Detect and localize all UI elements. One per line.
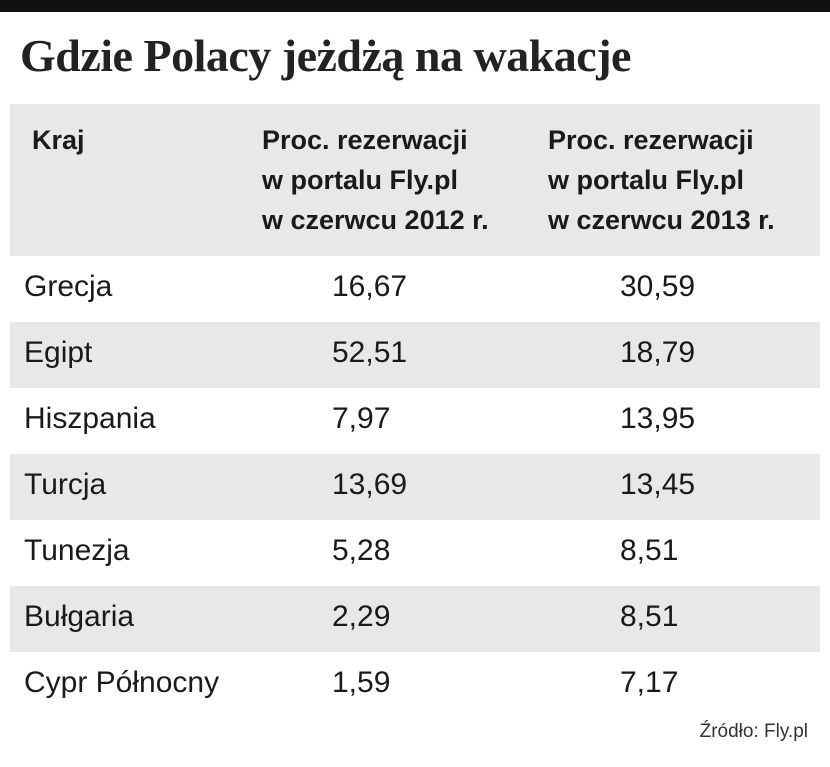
value-2012-cell: 13,69	[332, 468, 408, 501]
table-header: Kraj Proc. rezerwacji w portalu Fly.pl w…	[10, 104, 820, 256]
value-2012-cell: 5,28	[332, 534, 391, 567]
value-2012-cell: 16,67	[332, 270, 408, 303]
table-row: Grecja 16,67 30,59	[10, 256, 820, 322]
table-body: Grecja 16,67 30,59 Egipt 52,51 18,79 His…	[10, 256, 820, 718]
column-header-2012: Proc. rezerwacji w portalu Fly.pl w czer…	[262, 125, 489, 235]
value-2012-cell: 1,59	[332, 666, 391, 699]
top-bar	[0, 0, 830, 12]
country-cell: Tunezja	[24, 534, 130, 567]
value-2013-cell: 7,17	[620, 666, 679, 699]
table-row: Turcja 13,69 13,45	[10, 454, 820, 520]
value-2013-cell: 18,79	[620, 336, 696, 369]
value-2012-cell: 52,51	[332, 336, 408, 369]
table-row: Cypr Północny 1,59 7,17	[10, 652, 820, 718]
value-2012-cell: 7,97	[332, 402, 391, 435]
value-2013-cell: 8,51	[620, 534, 679, 567]
column-header-2013: Proc. rezerwacji w portalu Fly.pl w czer…	[548, 125, 775, 235]
value-2013-cell: 13,45	[620, 468, 696, 501]
country-cell: Bułgaria	[24, 600, 135, 633]
chart-title: Gdzie Polacy jeżdżą na wakacje	[20, 30, 631, 81]
table-row: Hiszpania 7,97 13,95	[10, 388, 820, 454]
country-cell: Egipt	[24, 336, 93, 369]
value-2013-cell: 13,95	[620, 402, 696, 435]
country-cell: Grecja	[24, 270, 113, 303]
table-row: Tunezja 5,28 8,51	[10, 520, 820, 586]
value-2012-cell: 2,29	[332, 600, 391, 633]
value-2013-cell: 30,59	[620, 270, 696, 303]
country-cell: Hiszpania	[24, 402, 156, 435]
value-2013-cell: 8,51	[620, 600, 679, 633]
column-header-country: Kraj	[32, 125, 85, 155]
country-cell: Cypr Północny	[24, 666, 220, 699]
table-row: Egipt 52,51 18,79	[10, 322, 820, 388]
table-row: Bułgaria 2,29 8,51	[10, 586, 820, 652]
country-cell: Turcja	[24, 468, 107, 501]
source-note: Źródło: Fly.pl	[699, 721, 808, 742]
